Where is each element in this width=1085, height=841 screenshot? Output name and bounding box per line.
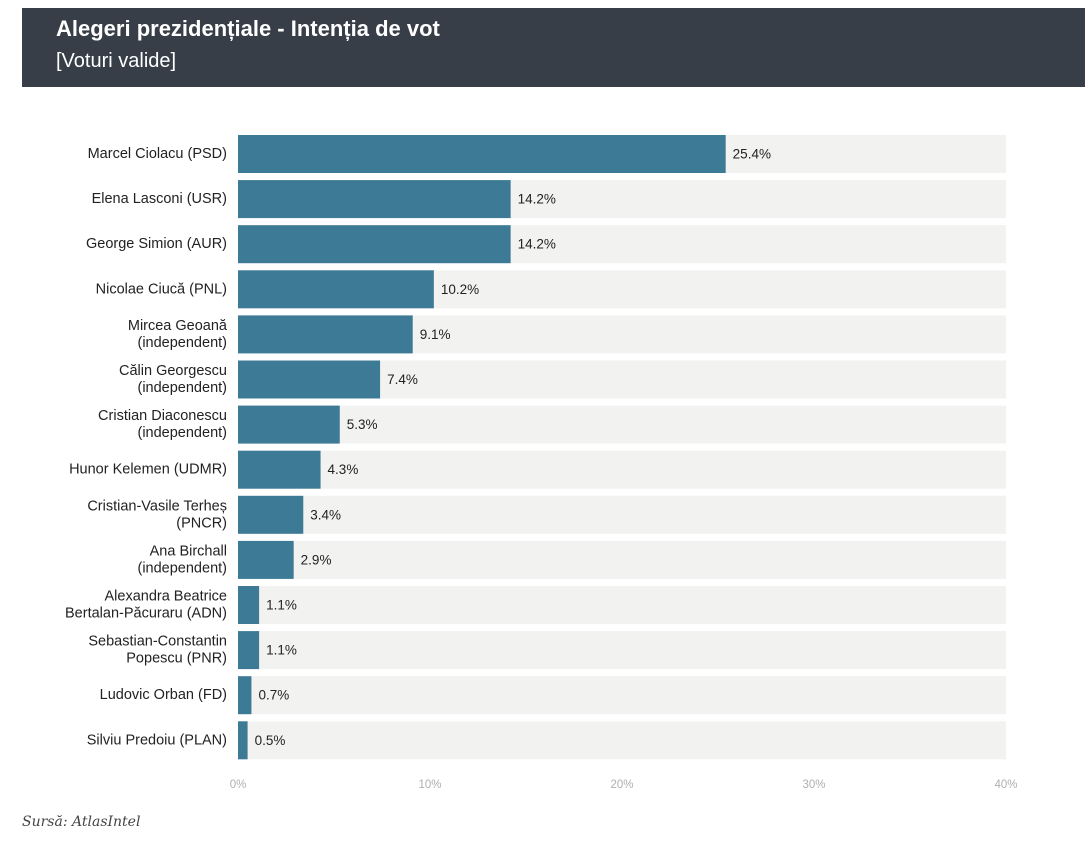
- data-label: 5.3%: [347, 417, 378, 432]
- category-label: Silviu Predoiu (PLAN): [87, 732, 227, 748]
- data-label: 1.1%: [266, 598, 297, 613]
- bar: [238, 450, 321, 489]
- data-label: 0.7%: [258, 688, 289, 703]
- category-label-line: (independent): [138, 560, 228, 576]
- bar-track: [238, 450, 1006, 489]
- category-label: Hunor Kelemen (UDMR): [69, 462, 227, 478]
- category-label-line: Ludovic Orban (FD): [100, 687, 227, 703]
- category-label-line: Elena Lasconi (USR): [92, 191, 227, 207]
- category-label-line: Nicolae Ciucă (PNL): [96, 281, 227, 297]
- category-label: George Simion (AUR): [86, 236, 227, 252]
- category-label-line: Cristian Diaconescu: [98, 408, 227, 424]
- x-tick-label: 10%: [418, 779, 441, 791]
- category-label-line: Silviu Predoiu (PLAN): [87, 732, 227, 748]
- bar-track: [238, 405, 1006, 444]
- category-label-line: Mircea Geoană: [128, 318, 228, 334]
- category-label-line: Marcel Ciolacu (PSD): [88, 146, 227, 162]
- data-label: 25.4%: [733, 147, 771, 162]
- category-label: Călin Georgescu (independent): [119, 363, 227, 396]
- bar-track: [238, 495, 1006, 534]
- x-tick-label: 40%: [994, 779, 1017, 791]
- bar: [238, 631, 260, 670]
- x-tick-label: 20%: [610, 779, 633, 791]
- bar-track: [238, 540, 1006, 579]
- bar: [238, 495, 304, 534]
- category-label: Ludovic Orban (FD): [100, 687, 227, 703]
- category-label-line: Călin Georgescu: [119, 363, 227, 379]
- category-label: Elena Lasconi (USR): [92, 191, 227, 207]
- bar: [238, 676, 252, 715]
- category-label-line: (independent): [138, 380, 228, 396]
- data-label: 4.3%: [328, 462, 359, 477]
- data-label: 14.2%: [518, 237, 556, 252]
- x-tick-label: 30%: [802, 779, 825, 791]
- x-tick-label: 0%: [230, 779, 247, 791]
- category-label-line: Bertalan-Păcuraru (ADN): [65, 606, 227, 622]
- chart-title: Alegeri prezidențiale - Intenția de vot: [56, 16, 440, 41]
- bar: [238, 225, 511, 264]
- data-label: 10.2%: [441, 282, 479, 297]
- data-label: 2.9%: [301, 552, 332, 567]
- bar-track: [238, 676, 1006, 715]
- source-note: Sursă: AtlasIntel: [22, 814, 141, 830]
- category-label: Alexandra Beatrice Bertalan-Păcuraru (ADN…: [65, 589, 227, 622]
- category-label-line: George Simion (AUR): [86, 236, 227, 252]
- bar: [238, 540, 294, 579]
- bar: [238, 360, 381, 399]
- category-label-line: (PNCR): [176, 515, 227, 531]
- bar: [238, 721, 248, 760]
- data-label: 7.4%: [387, 372, 418, 387]
- category-label-line: Cristian-Vasile Terheș: [87, 498, 227, 514]
- bar-track: [238, 586, 1006, 624]
- bar: [238, 315, 413, 354]
- data-label: 3.4%: [310, 507, 341, 522]
- bar: [238, 270, 434, 309]
- data-label: 9.1%: [420, 327, 451, 342]
- data-label: 0.5%: [255, 733, 286, 748]
- chart-header: Alegeri prezidențiale - Intenția de vot …: [22, 8, 1085, 87]
- category-label: Cristian-Vasile Terheș (PNCR): [87, 498, 227, 531]
- category-label: Ana Birchall (independent): [138, 543, 228, 576]
- category-label: Nicolae Ciucă (PNL): [96, 281, 227, 297]
- category-label-line: Alexandra Beatrice: [104, 589, 227, 605]
- data-label: 1.1%: [266, 643, 297, 658]
- category-label: Cristian Diaconescu (independent): [98, 408, 227, 441]
- category-label-line: Popescu (PNR): [126, 651, 227, 667]
- category-label-line: Hunor Kelemen (UDMR): [69, 462, 227, 478]
- category-label-line: Ana Birchall: [150, 543, 227, 559]
- category-label: Marcel Ciolacu (PSD): [88, 146, 227, 162]
- bar-track: [238, 721, 1006, 760]
- bar: [238, 180, 511, 219]
- category-label: Mircea Geoană (independent): [128, 318, 228, 351]
- bar: [238, 586, 260, 624]
- category-label-line: (independent): [138, 425, 228, 441]
- bar: [238, 135, 726, 173]
- category-label-line: (independent): [138, 335, 228, 351]
- bar-track: [238, 631, 1006, 670]
- category-label: Sebastian-Constantin Popescu (PNR): [88, 634, 227, 667]
- data-label: 14.2%: [518, 192, 556, 207]
- chart-subtitle: [Voturi valide]: [56, 50, 177, 72]
- category-label-line: Sebastian-Constantin: [88, 634, 227, 650]
- bar: [238, 405, 340, 444]
